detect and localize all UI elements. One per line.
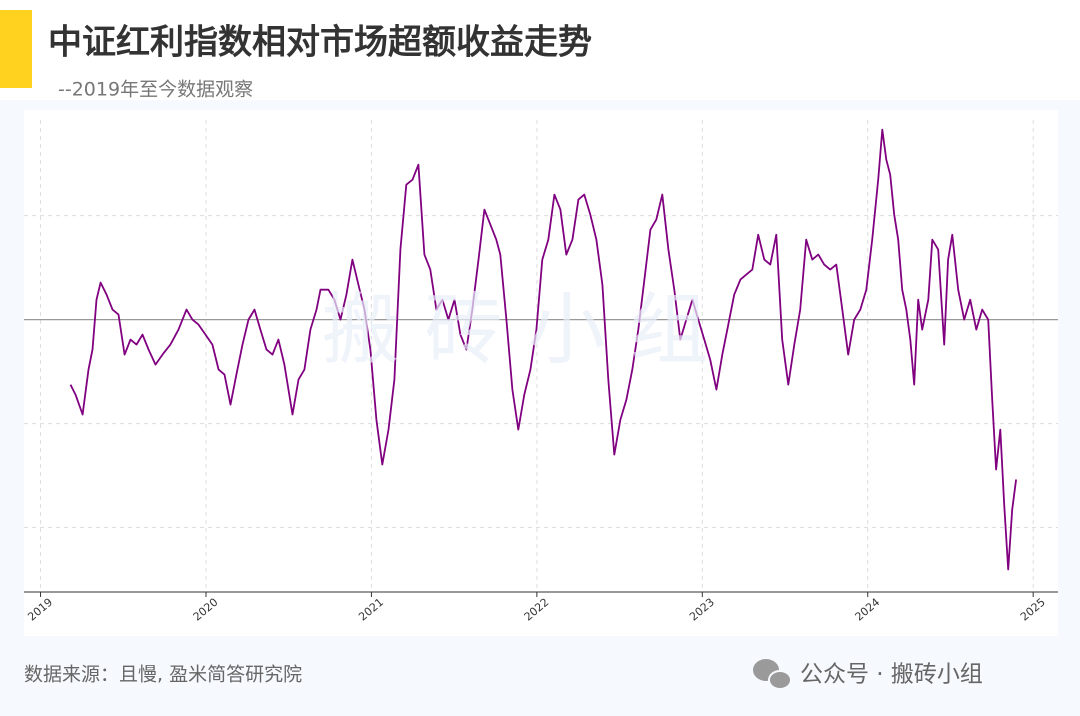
plot-background xyxy=(24,110,1058,636)
source-note: 数据来源：且慢, 盈米简答研究院 xyxy=(24,664,302,686)
chart-subtitle: --2019年至今数据观察 xyxy=(58,79,253,101)
line-series xyxy=(69,128,1017,571)
watermark: 搬 砖 小 组 xyxy=(322,285,708,375)
wechat-icon xyxy=(753,659,792,690)
chart-title: 中证红利指数相对市场超额收益走势 xyxy=(48,23,592,63)
brand: 公众号 · 搬砖小组 xyxy=(800,662,983,688)
title-accent xyxy=(0,10,32,88)
